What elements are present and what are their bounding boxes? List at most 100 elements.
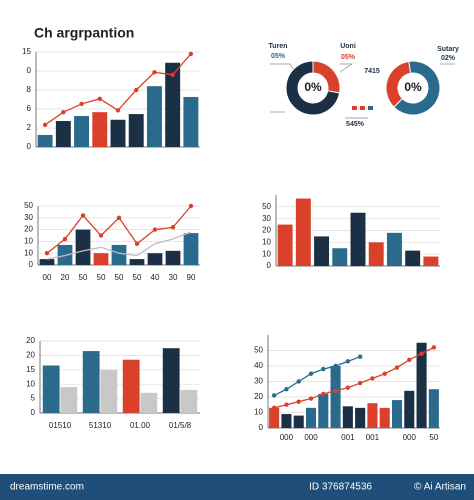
x-tick-label: 51310 <box>89 421 112 430</box>
line-marker <box>284 387 289 392</box>
bar <box>92 112 108 147</box>
line-marker <box>370 376 375 381</box>
line-marker <box>357 354 363 359</box>
x-tick-label: 20 <box>61 273 70 282</box>
line-marker <box>97 96 102 102</box>
x-tick-label: 90 <box>187 273 196 282</box>
donut-center: 0% <box>404 80 422 94</box>
donut-segment <box>285 60 341 116</box>
line-marker <box>394 365 400 370</box>
bar <box>368 242 384 266</box>
line-marker <box>134 87 139 93</box>
bar <box>277 224 293 266</box>
annotation: 02% <box>441 55 456 62</box>
line-marker <box>345 359 351 364</box>
bar <box>128 114 144 147</box>
y-tick-label: 10 <box>26 379 35 388</box>
bar <box>269 407 280 428</box>
line-marker <box>357 380 363 386</box>
y-tick-label: 0 <box>27 142 32 151</box>
bar <box>330 366 341 428</box>
line-marker <box>333 363 338 369</box>
y-tick-label: 50 <box>254 346 263 355</box>
footer-id: ID 376874536 <box>309 482 372 493</box>
y-tick-label: 0 <box>259 423 264 432</box>
bar <box>111 244 127 265</box>
bar <box>93 253 109 265</box>
bar <box>39 259 55 265</box>
bar <box>183 96 199 147</box>
x-tick-label: 50 <box>79 273 88 282</box>
footer-site: dreamstime.com <box>10 482 84 493</box>
x-tick-label: 30 <box>169 273 178 282</box>
annotation: 7415 <box>364 68 380 75</box>
x-tick-label: 50 <box>97 273 106 282</box>
legend-square <box>368 106 373 110</box>
y-tick-label: 8 <box>27 85 32 94</box>
y-tick-label: 40 <box>254 361 263 370</box>
x-tick-label: 01510 <box>49 421 72 430</box>
annotation: 545% <box>346 121 365 128</box>
line-marker <box>333 388 338 393</box>
x-tick-label: 000 <box>304 433 318 442</box>
line-marker <box>152 227 158 232</box>
line-marker <box>284 402 289 407</box>
line-marker <box>79 101 84 107</box>
bar <box>355 407 366 428</box>
x-tick-label: 001 <box>341 433 355 442</box>
line-marker <box>296 399 301 404</box>
line-marker <box>188 51 194 57</box>
y-tick-label: 20 <box>26 351 35 360</box>
y-tick-label: 0 <box>31 408 36 417</box>
y-tick-label: 20 <box>26 336 35 345</box>
chart-title: Ch argrpantion <box>34 25 134 41</box>
x-tick-label: 50 <box>115 273 124 282</box>
bar <box>183 233 199 265</box>
bar <box>122 359 140 413</box>
bar <box>165 62 181 148</box>
line-marker <box>44 251 50 256</box>
y-tick-label: 10 <box>262 237 271 246</box>
bar <box>281 414 292 428</box>
line-marker <box>116 215 122 220</box>
bar <box>295 198 311 266</box>
y-tick-label: 15 <box>26 365 35 374</box>
y-tick-label: 6 <box>27 104 32 113</box>
bar <box>74 115 90 147</box>
donut-segment <box>393 60 441 116</box>
bar <box>180 389 198 413</box>
bar <box>60 387 78 413</box>
bar <box>404 390 415 428</box>
bar <box>332 248 348 266</box>
bar <box>314 236 330 266</box>
annotation: 05% <box>341 54 356 61</box>
leader <box>339 63 354 73</box>
legend-square <box>352 106 357 110</box>
y-tick-label: 0 <box>27 66 32 75</box>
annotation: 05% <box>271 53 286 60</box>
line-marker <box>407 357 412 362</box>
line-marker <box>62 236 68 242</box>
bar <box>416 342 427 428</box>
y-tick-label: 15 <box>22 47 31 56</box>
bar <box>162 348 180 413</box>
line-marker <box>296 379 301 384</box>
line-marker <box>271 393 277 398</box>
bar <box>350 212 366 266</box>
line-marker <box>271 405 277 411</box>
line-marker <box>80 213 86 218</box>
line-marker <box>115 108 121 113</box>
bar <box>75 229 91 265</box>
bar <box>37 134 53 147</box>
x-tick-label: 000 <box>280 433 294 442</box>
bar <box>379 407 390 428</box>
line-marker <box>321 366 326 372</box>
bar <box>42 365 60 413</box>
y-tick-label: 2 <box>27 123 32 132</box>
line-marker <box>431 345 437 350</box>
bar <box>318 393 329 428</box>
line-marker <box>42 122 48 128</box>
legend-square <box>360 106 365 110</box>
bar <box>293 415 304 428</box>
